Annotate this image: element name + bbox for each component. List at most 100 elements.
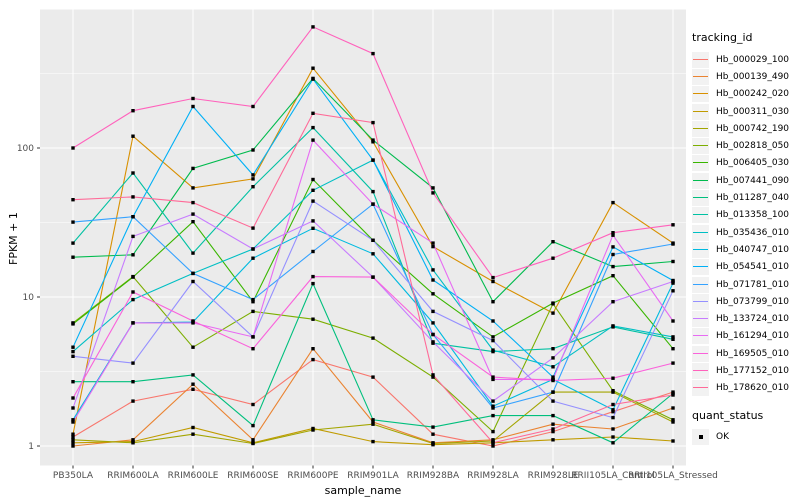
data-point [71,255,75,259]
data-point [191,200,195,205]
legend-item-label: Hb_002818_050 [716,141,790,152]
data-point [71,406,75,410]
legend-key-swatch [692,103,709,120]
x-tick-label: RRIM600LE [168,471,219,481]
legend-item-label: Hb_000139_490 [716,71,790,82]
legend-items: Hb_000029_100 Hb_000139_490 Hb_000242_020 H… [692,51,789,397]
legend-key-swatch [692,224,709,241]
data-point [311,249,315,254]
data-point [191,96,195,101]
legend-key-swatch [692,293,709,310]
y-tick-label: 100 [17,144,34,154]
data-point [251,104,255,109]
legend-key-line [693,231,708,233]
data-point [551,399,555,403]
legend-item-Hb_000311_030: Hb_000311_030 [692,103,789,120]
data-point [191,425,195,430]
data-point [71,349,75,354]
quant-legend-items: OK [692,428,789,445]
legend-key-swatch [692,207,709,224]
data-point [491,399,495,403]
data-point [311,317,315,321]
data-point [371,252,375,256]
data-point [491,279,495,284]
legend-key-swatch [692,138,709,155]
data-point [671,279,675,284]
legend-key-line [693,58,708,60]
x-tick-label: RRII105LA_Control [571,471,654,481]
data-point [71,345,75,349]
quant-legend-item: OK [692,428,789,445]
legend-key-line [693,387,708,389]
legend-key-swatch [692,172,709,189]
legend-key-swatch [692,155,709,172]
data-point [671,335,675,339]
data-point [671,319,675,323]
data-point [491,404,495,408]
x-tick-label: RRIM901LA [347,471,399,481]
data-point [551,413,555,418]
data-point [71,396,75,400]
legend-item-label: Hb_133724_010 [716,314,790,325]
legend-item-Hb_133724_010: Hb_133724_010 [692,310,790,328]
legend-key-line [693,318,708,320]
data-point [671,439,675,443]
data-point [551,429,555,434]
data-point [551,301,555,305]
data-point [611,427,615,431]
data-point [251,335,255,339]
data-point [671,242,675,246]
data-point [131,290,135,294]
data-point [251,247,255,251]
data-point [671,420,675,424]
data-point [431,340,435,344]
data-point [491,429,495,434]
data-point [611,410,615,414]
legend-key-line [693,335,708,337]
data-point [311,347,315,351]
data-point [611,408,615,412]
data-point [371,189,375,194]
data-point [311,66,315,70]
legend-item-Hb_000742_190: Hb_000742_190 [692,120,789,137]
legend-key-swatch [692,380,709,397]
data-point [251,402,255,407]
data-point [611,441,615,445]
legend-item-Hb_178620_010: Hb_178620_010 [692,380,789,397]
data-point [551,390,555,394]
legend-item-Hb_177152_010: Hb_177152_010 [692,362,789,379]
data-point [311,25,315,29]
data-point [251,148,255,152]
data-point [311,274,315,279]
data-point [131,275,135,279]
legend-item-label: Hb_177152_010 [716,365,790,376]
data-point [251,177,255,181]
data-point [431,278,435,282]
data-point [551,347,555,351]
y-tick-label: 10 [23,293,35,303]
data-point [191,387,195,391]
data-point [671,347,675,351]
data-point [191,220,195,224]
legend-key-line [693,352,708,354]
ok-point-icon [698,434,703,439]
data-point [251,173,255,177]
legend-item-Hb_007441_090: Hb_007441_090 [692,172,789,189]
quant-legend-title: quant_status [692,408,764,422]
legend-item-Hb_002818_050: Hb_002818_050 [692,137,790,155]
data-point [71,322,75,326]
data-point [131,171,135,175]
data-point [71,354,75,358]
data-point [671,393,675,397]
y-tick-label: 1 [28,442,34,452]
legend-item-label: Hb_178620_010 [716,383,790,394]
data-point [191,321,195,325]
data-point [131,380,135,384]
data-point [251,347,255,351]
data-point [431,186,435,190]
data-point [491,348,495,352]
data-point [311,219,315,223]
legend-item-label: Hb_000311_030 [716,106,790,117]
data-point [311,111,315,115]
data-point [671,289,675,293]
